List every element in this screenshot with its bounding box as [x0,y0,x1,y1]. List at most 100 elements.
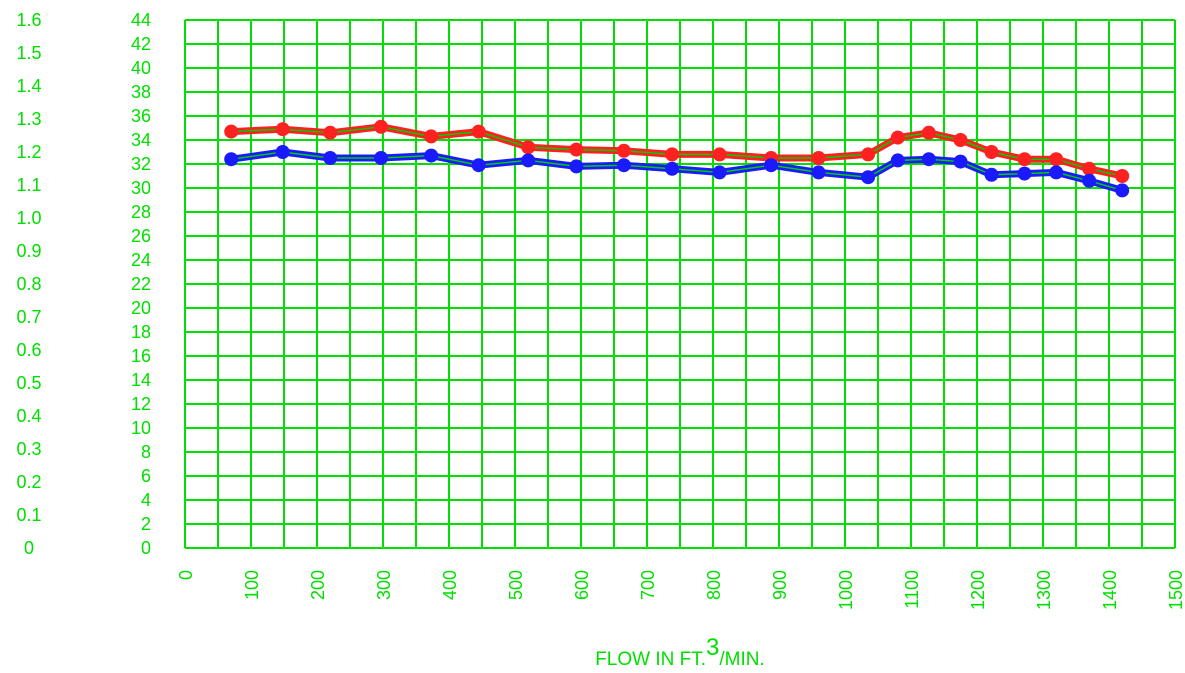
series-2-point [811,165,826,180]
y-tick-label: 38 [131,82,151,102]
x-tick-label: 1300 [1034,570,1054,610]
series-1-point [323,125,338,140]
series-1-point [712,147,727,162]
series-2-point [764,158,779,173]
secondary-y-tick-label: 1.2 [16,142,41,162]
y-tick-label: 12 [131,394,151,414]
x-tick-label: 1500 [1166,570,1185,610]
series-1-point [521,140,536,155]
secondary-y-axis-ticks: 0 0.1 0.2 0.3 0.4 0.5 0.6 0.7 0.8 0.9 1.0 1.1 1.2 1.3… [16,10,41,558]
y-tick-label: 4 [141,490,151,510]
secondary-y-tick-label: 0.5 [16,373,41,393]
x-tick-label: 900 [770,570,790,600]
series-1-point [374,119,389,134]
series-1-point [224,124,239,139]
x-axis-title-main: FLOW IN FT. [595,649,706,670]
series-line-core-1 [231,126,1123,177]
secondary-y-tick-label: 1.5 [16,43,41,63]
secondary-y-tick-label: 0.6 [16,340,41,360]
x-tick-label: 1400 [1100,570,1120,610]
x-tick-label: 1000 [836,570,856,610]
series-2-point [712,165,727,180]
x-tick-label: 500 [506,570,526,600]
y-tick-label: 44 [131,10,151,30]
y-tick-label: 42 [131,34,151,54]
secondary-y-tick-label: 0.8 [16,274,41,294]
secondary-y-tick-label: 1.1 [16,175,41,195]
series-2-point [1082,173,1097,188]
series-1-point [890,130,905,145]
y-tick-label: 30 [131,178,151,198]
x-tick-label: 1200 [968,570,988,610]
x-axis-title: FLOW IN FT.3/MIN. [595,634,765,670]
series-1-point [811,151,826,165]
secondary-y-tick-label: 1.4 [16,76,41,96]
series-2-point [275,145,290,159]
series-1-point [1049,152,1064,167]
series-1-point [275,122,290,137]
x-tick-label: 400 [440,570,460,600]
x-tick-label: 600 [572,570,592,600]
y-tick-label: 24 [131,250,151,270]
series-2-point [861,170,876,185]
series-2-point [374,151,389,165]
series-2-point [665,161,680,176]
series-2-point [921,152,936,167]
series-2-point [953,154,968,169]
series-1-point [953,133,968,147]
x-axis-title-superscript: 3 [706,634,719,661]
y-tick-label: 20 [131,298,151,318]
y-tick-label: 18 [131,322,151,342]
x-tick-label: 300 [374,570,394,600]
chart-series [224,119,1130,198]
x-tick-label: 200 [308,570,328,600]
y-tick-label: 40 [131,58,151,78]
secondary-y-tick-label: 0.1 [16,505,41,525]
series-2-point [471,158,486,173]
y-tick-label: 32 [131,154,151,174]
y-tick-label: 0 [141,538,151,558]
series-1-point [616,143,631,158]
series-1-point [861,147,876,162]
series-2-point [984,167,999,182]
x-tick-label: 800 [704,570,724,600]
chart-grid [184,19,1176,549]
x-tick-label: 700 [638,570,658,600]
series-2-point [224,152,239,167]
x-tick-label: 1100 [902,570,922,609]
series-2-point [616,158,631,173]
y-tick-label: 16 [131,346,151,366]
series-1-point [665,147,680,162]
y-tick-label: 34 [131,130,151,150]
y-tick-label: 8 [141,442,151,462]
y-axis-ticks: 0246810121416182022242628303234363840424… [131,10,151,558]
secondary-y-tick-label: 0.7 [16,307,41,327]
series-2-point [1115,183,1130,198]
secondary-y-tick-label: 1.0 [16,208,41,228]
series-2-point [1049,165,1064,180]
series-1-point [569,142,584,157]
y-tick-label: 22 [131,274,151,294]
secondary-y-tick-label: 0.2 [16,472,41,492]
y-tick-label: 2 [141,514,151,534]
secondary-y-tick-label: 1.6 [16,10,41,30]
series-1-point [921,125,936,140]
y-tick-label: 36 [131,106,151,126]
x-tick-label: 0 [176,570,196,580]
y-tick-label: 6 [141,466,151,486]
secondary-y-tick-label: 0.9 [16,241,41,261]
secondary-y-tick-label: 1.3 [16,109,41,129]
series-2-point [521,153,536,168]
series-1-point [1115,169,1130,183]
series-2-point [569,159,584,174]
secondary-y-tick-label: 0.4 [16,406,41,426]
series-1-point [984,145,999,159]
series-2-point [323,151,338,165]
y-tick-label: 14 [131,370,151,390]
y-tick-label: 10 [131,418,151,438]
series-2-point [424,148,439,163]
x-tick-label: 100 [242,570,262,600]
series-1-point [1082,161,1097,176]
y-tick-label: 28 [131,202,151,222]
